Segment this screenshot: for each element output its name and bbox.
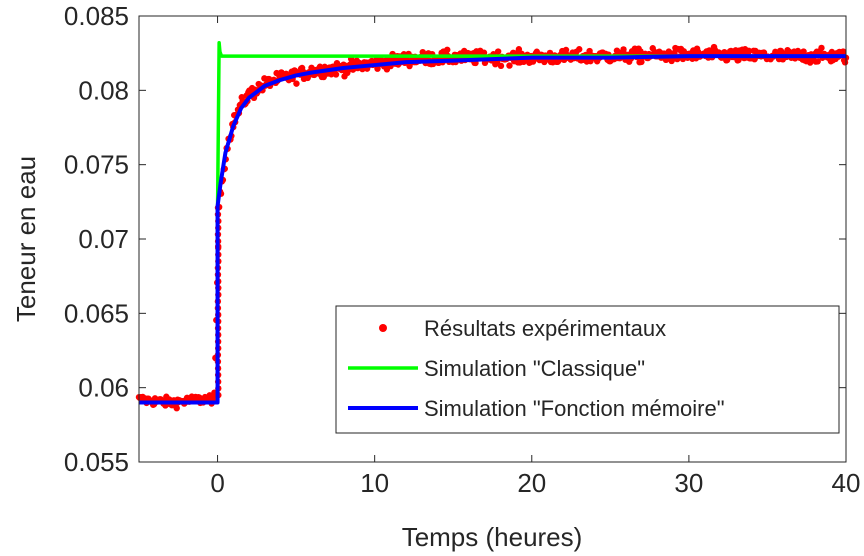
x-tick-label: 0 <box>210 468 224 498</box>
data-point <box>444 46 451 53</box>
data-point <box>497 62 505 70</box>
data-point <box>745 47 753 55</box>
data-point <box>480 49 488 56</box>
data-point <box>332 71 340 78</box>
data-point <box>293 80 300 87</box>
legend-marker-experimental <box>379 324 387 332</box>
y-axis-label: Teneur en eau <box>11 156 41 322</box>
legend-box <box>335 305 840 434</box>
ticks-layer: 0 10 20 30 40 0.055 0.06 0.065 0.07 0.075 0.08 0.08… <box>64 1 861 498</box>
legend-label: Simulation "Fonction mémoire" <box>424 396 725 421</box>
series-layer <box>135 41 850 412</box>
data-point <box>515 46 523 53</box>
data-point <box>494 48 502 55</box>
data-point <box>173 405 180 412</box>
x-tick-label: 20 <box>517 468 546 498</box>
data-point <box>818 44 825 52</box>
legend: Résultats expérimentaux Simulation "Class… <box>335 305 840 434</box>
data-point <box>800 48 807 55</box>
legend-label: Résultats expérimentaux <box>424 316 666 341</box>
y-tick-label: 0.07 <box>78 224 129 254</box>
x-axis-label: Temps (heures) <box>402 522 583 552</box>
y-tick-label: 0.075 <box>64 150 129 180</box>
data-point <box>506 62 513 69</box>
y-tick-label: 0.08 <box>78 75 129 105</box>
y-tick-label: 0.06 <box>78 373 129 403</box>
y-tick-label: 0.085 <box>64 1 129 31</box>
data-point <box>576 46 583 53</box>
y-tick-label: 0.055 <box>64 447 129 477</box>
x-tick-label: 40 <box>832 468 861 498</box>
y-tick-label: 0.065 <box>64 298 129 328</box>
data-point <box>839 48 847 55</box>
data-point <box>814 58 821 65</box>
x-tick-label: 30 <box>674 468 703 498</box>
series-memoire-line <box>139 54 846 405</box>
x-tick-label: 10 <box>360 468 389 498</box>
data-point <box>562 46 570 54</box>
legend-label: Simulation "Classique" <box>424 356 645 381</box>
data-point <box>638 58 645 66</box>
